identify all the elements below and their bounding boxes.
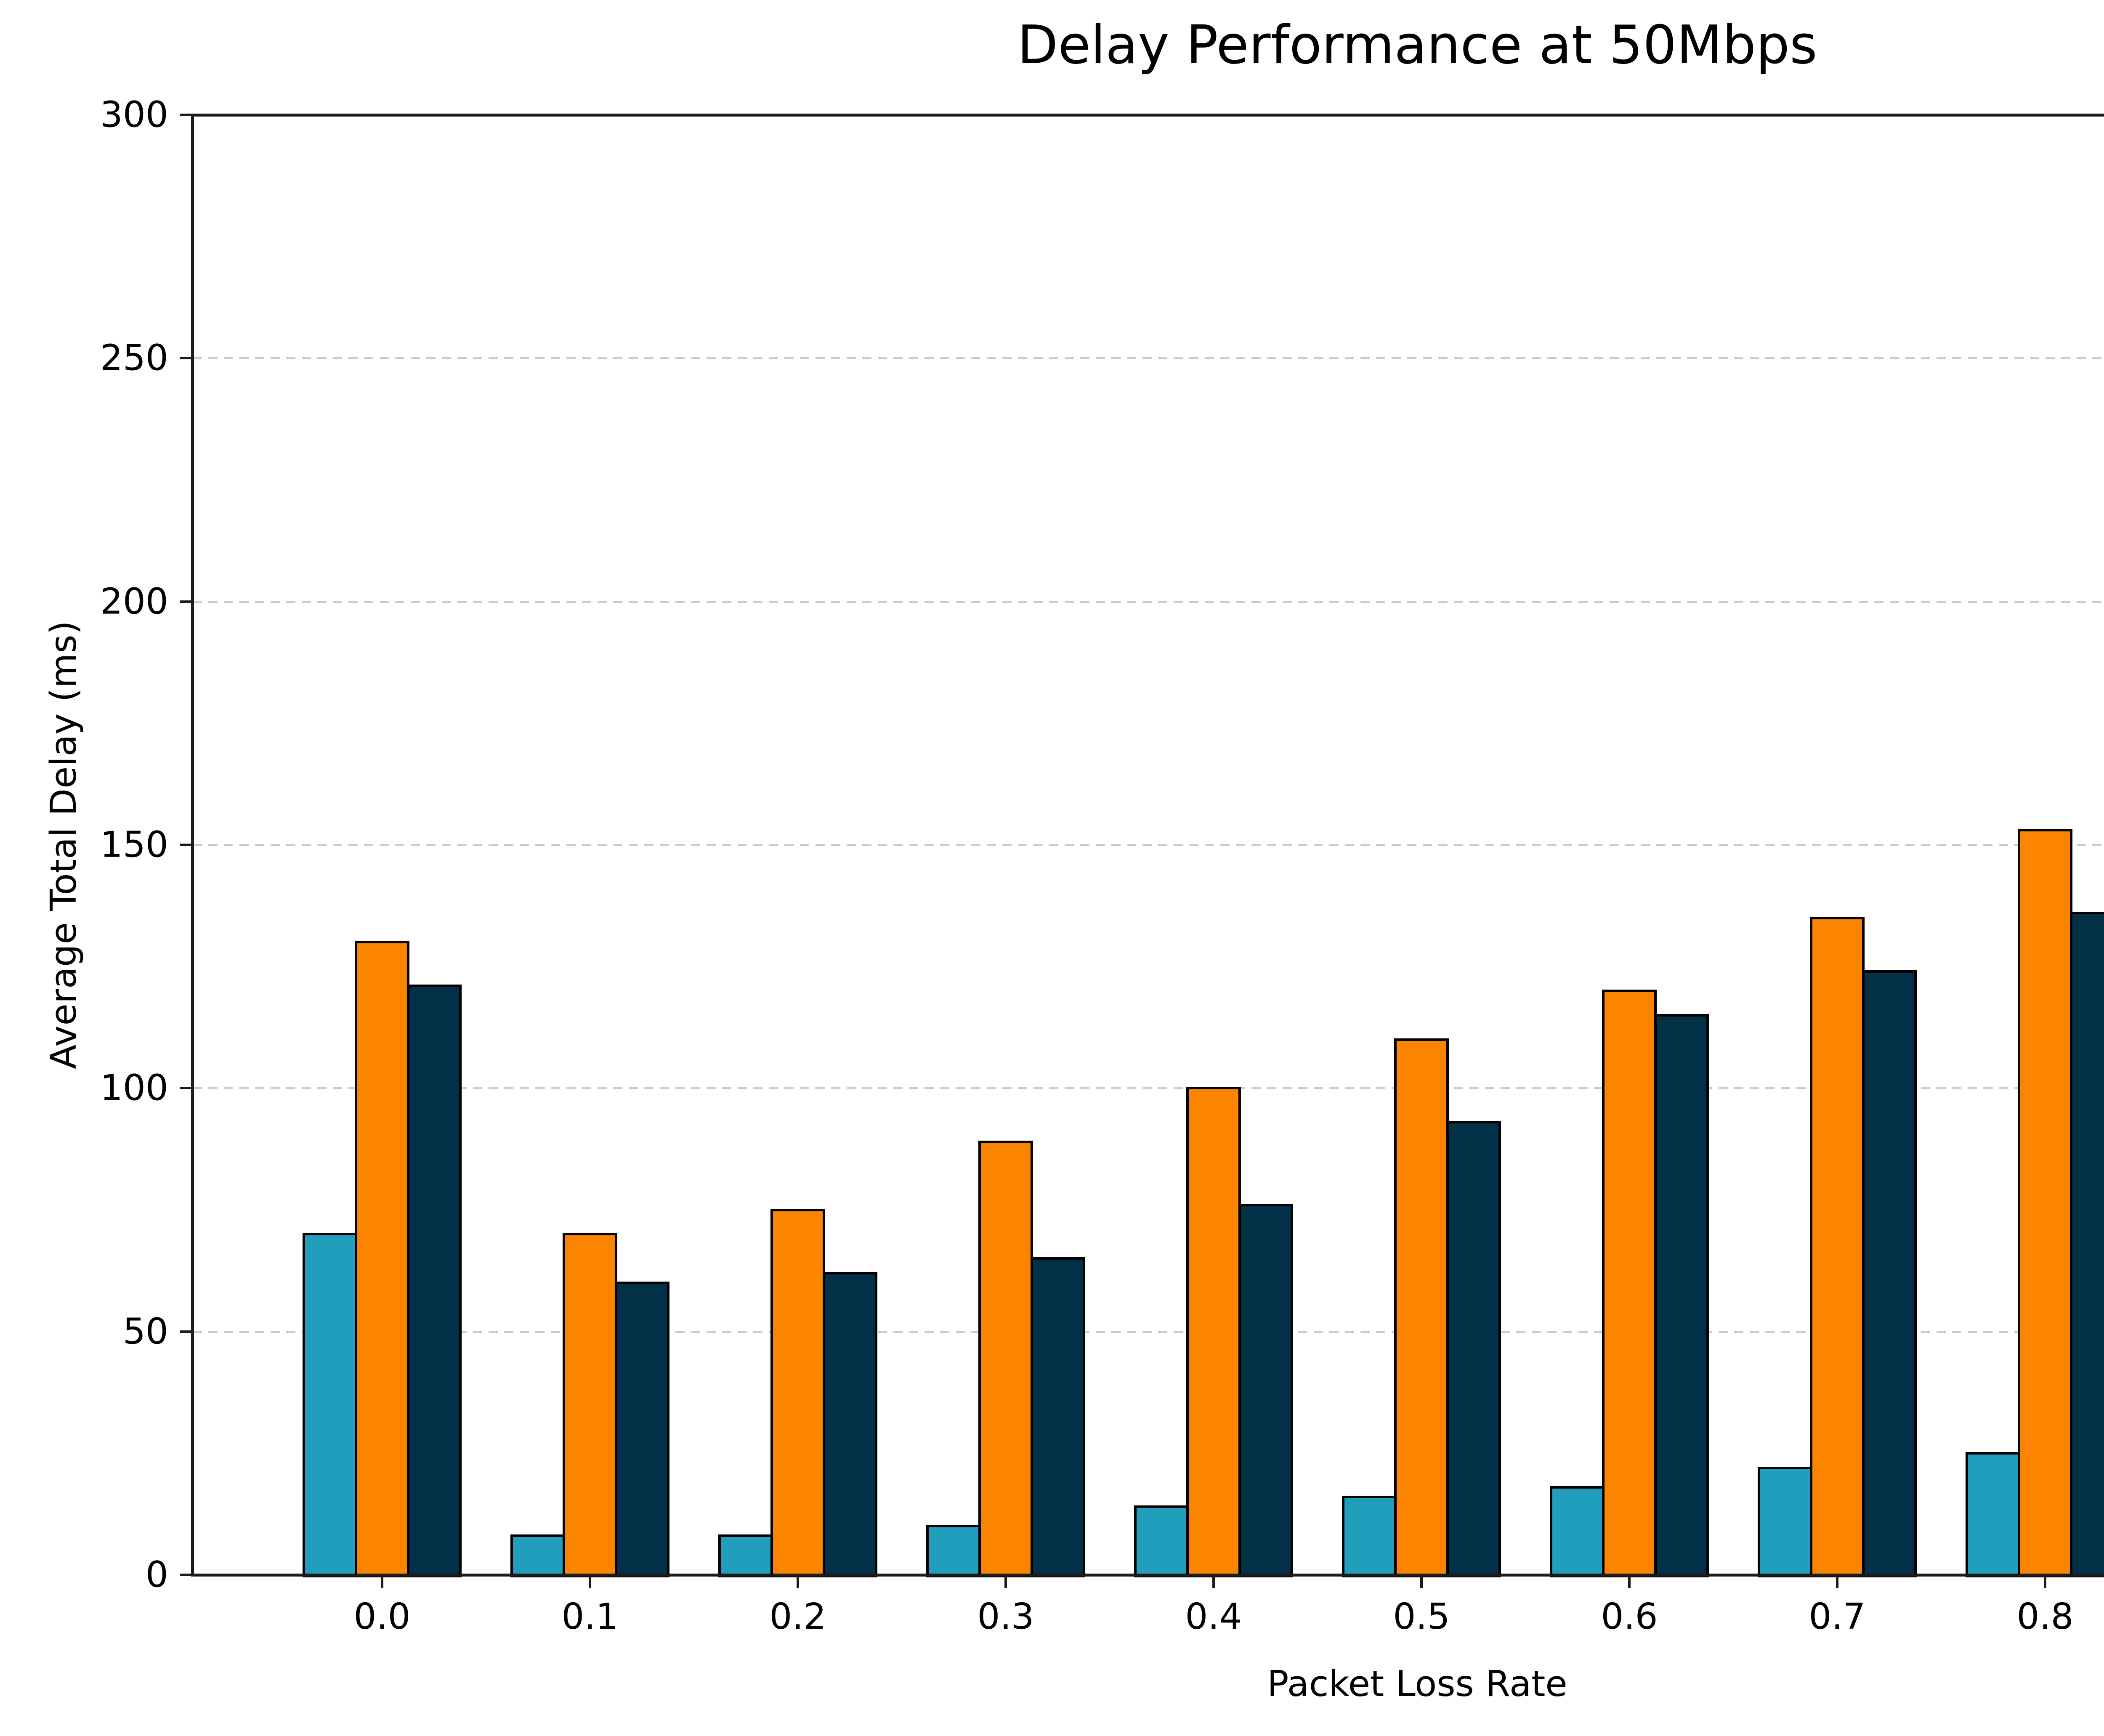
- y-tick-label-150: 150: [100, 824, 168, 866]
- bar-pcc-dash-0.6: [1654, 1014, 1709, 1577]
- gridline-100: [193, 1087, 2104, 1090]
- x-tick-label-0.4: 0.4: [1185, 1596, 1242, 1638]
- y-tick-label-200: 200: [100, 581, 168, 623]
- gridline-250: [193, 357, 2104, 360]
- x-tick-0.3: [1004, 1577, 1007, 1588]
- y-tick-250: [180, 357, 191, 360]
- bar-pcc-dash-0.7: [1862, 970, 1917, 1577]
- x-tick-label-0.6: 0.6: [1601, 1596, 1658, 1638]
- x-tick-0.7: [1836, 1577, 1838, 1588]
- y-tick-50: [180, 1330, 191, 1333]
- chart-title: Delay Performance at 50Mbps: [1017, 14, 1817, 76]
- x-tick-0.8: [2044, 1577, 2046, 1588]
- bar-pcc-dash-0.8: [2070, 911, 2104, 1577]
- gridline-150: [193, 844, 2104, 846]
- bar-inds-0.0: [303, 1233, 357, 1577]
- y-axis-label: Average Total Delay (ms): [43, 621, 85, 1069]
- y-tick-100: [180, 1087, 191, 1090]
- x-tick-0.5: [1420, 1577, 1423, 1588]
- x-tick-0.6: [1628, 1577, 1631, 1588]
- bar-inds-0.8: [1966, 1452, 2020, 1577]
- y-tick-label-50: 50: [122, 1311, 168, 1353]
- y-tick-label-300: 300: [100, 94, 168, 136]
- bar-inds-0.5: [1342, 1495, 1397, 1577]
- bar-inds-0.3: [926, 1525, 981, 1577]
- bar-dash-pc-0.5: [1394, 1038, 1449, 1577]
- bar-pcc-dash-0.2: [823, 1271, 877, 1577]
- gridline-50: [193, 1330, 2104, 1333]
- bar-inds-0.6: [1550, 1486, 1605, 1577]
- bar-pcc-dash-0.4: [1238, 1203, 1293, 1577]
- bar-dash-pc-0.8: [2018, 829, 2072, 1577]
- bar-inds-0.1: [510, 1534, 565, 1577]
- x-tick-label-0.1: 0.1: [561, 1596, 619, 1638]
- x-axis-label: Packet Loss Rate: [1267, 1663, 1567, 1705]
- x-tick-0.2: [797, 1577, 799, 1588]
- bar-dash-pc-0.1: [563, 1233, 617, 1577]
- y-tick-0: [180, 1574, 191, 1576]
- x-tick-label-0.3: 0.3: [977, 1596, 1034, 1638]
- y-tick-300: [180, 114, 191, 116]
- x-tick-label-0.5: 0.5: [1393, 1596, 1450, 1638]
- x-tick-0.0: [381, 1577, 383, 1588]
- bar-dash-pc-0.6: [1602, 990, 1657, 1577]
- bar-inds-0.7: [1758, 1466, 1812, 1577]
- x-tick-0.1: [589, 1577, 591, 1588]
- x-tick-label-0.8: 0.8: [2016, 1596, 2074, 1638]
- bar-pcc-dash-0.1: [615, 1282, 669, 1577]
- bar-inds-0.2: [718, 1534, 773, 1577]
- y-tick-200: [180, 600, 191, 603]
- bar-dash-pc-0.7: [1810, 916, 1865, 1577]
- y-tick-label-250: 250: [100, 337, 168, 379]
- y-tick-label-100: 100: [100, 1067, 168, 1109]
- y-tick-label-0: 0: [145, 1554, 168, 1596]
- bar-pcc-dash-0.0: [407, 985, 462, 1577]
- bar-dash-pc-0.0: [355, 941, 409, 1577]
- x-tick-label-0.7: 0.7: [1809, 1596, 1866, 1638]
- gridline-200: [193, 600, 2104, 603]
- bar-pcc-dash-0.5: [1446, 1121, 1501, 1577]
- bar-dash-pc-0.4: [1186, 1087, 1241, 1577]
- y-tick-150: [180, 844, 191, 846]
- bar-inds-0.4: [1134, 1505, 1189, 1577]
- x-tick-label-0.0: 0.0: [353, 1596, 411, 1638]
- bar-dash-pc-0.3: [978, 1140, 1033, 1577]
- bar-dash-pc-0.2: [770, 1208, 825, 1577]
- x-tick-0.4: [1212, 1577, 1215, 1588]
- x-tick-label-0.2: 0.2: [769, 1596, 826, 1638]
- bar-pcc-dash-0.3: [1031, 1257, 1085, 1577]
